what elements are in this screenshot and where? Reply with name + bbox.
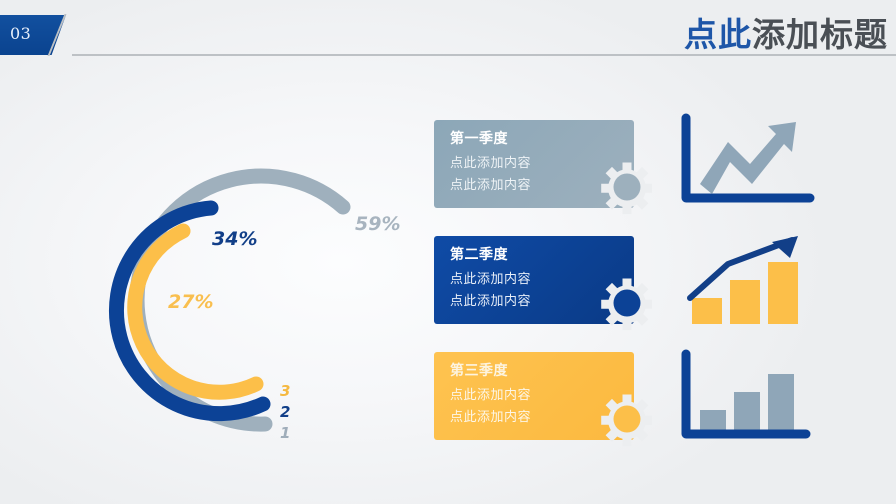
page-title-accent: 点此 — [684, 15, 752, 54]
quarter-card-1-line-2: 点此添加内容 — [450, 178, 532, 193]
radial-arc-series-3 — [127, 223, 264, 400]
quarter-card-3-title: 第三季度 — [450, 363, 508, 379]
quarter-card-3-line-2: 点此添加内容 — [450, 410, 532, 425]
quarter-card-2-line-2: 点此添加内容 — [450, 294, 532, 309]
quarter-card-3[interactable]: 第三季度 点此添加内容 点此添加内容 — [434, 352, 653, 447]
quarter-card-3-line-1: 点此添加内容 — [450, 388, 532, 403]
gear-icon — [578, 144, 653, 218]
radial-value-label-1: 59% — [355, 213, 401, 235]
quarter-card-1[interactable]: 第一季度 点此添加内容 点此添加内容 — [434, 120, 653, 215]
slide-header: 03 点此添加标题 — [0, 0, 896, 70]
radial-value-label-3: 27% — [168, 291, 214, 313]
header-horizontal-rule — [72, 54, 896, 56]
radial-end-label-1: 1 — [280, 424, 291, 442]
quarter-card-2[interactable]: 第二季度 点此添加内容 点此添加内容 — [434, 236, 653, 331]
page-title-rest: 添加标题 — [752, 15, 888, 54]
bar-chart-growth-arrow-icon — [672, 228, 820, 328]
page-title: 点此添加标题 — [684, 8, 888, 56]
radial-bar-chart: 59% 34% 27% 3 2 1 — [100, 88, 440, 468]
bar-chart-icon — [672, 344, 820, 444]
chart-icons-list — [672, 112, 832, 460]
radial-chart-svg — [109, 168, 351, 432]
line-chart-up-icon — [672, 112, 820, 212]
slide-number-badge: 03 — [0, 15, 66, 55]
quarter-card-2-title: 第二季度 — [450, 247, 508, 263]
quarter-card-1-title: 第一季度 — [450, 131, 508, 147]
slide-number-text: 03 — [10, 24, 32, 43]
quarter-cards-list: 第一季度 点此添加内容 点此添加内容 第二季度 点此添加内容 点此添加内容 — [434, 120, 653, 460]
gear-icon — [578, 260, 653, 334]
quarter-card-2-line-1: 点此添加内容 — [450, 272, 532, 287]
radial-value-label-2: 34% — [212, 228, 258, 250]
radial-arc-series-2 — [109, 200, 271, 422]
radial-end-label-3: 3 — [280, 382, 291, 400]
quarter-card-1-line-1: 点此添加内容 — [450, 156, 532, 171]
radial-end-label-2: 2 — [280, 403, 291, 421]
gear-icon — [578, 376, 653, 450]
